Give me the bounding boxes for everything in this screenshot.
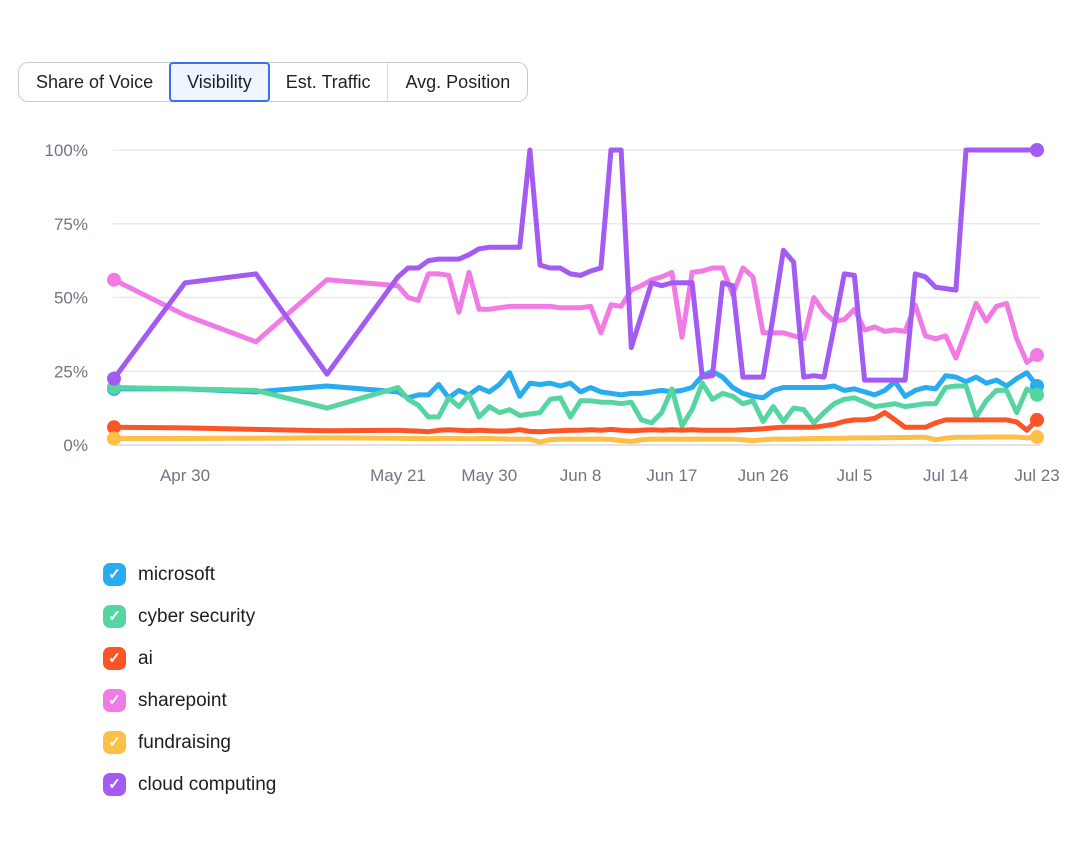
chart-line-cyber-security bbox=[111, 380, 1040, 429]
y-axis-tick-label: 100% bbox=[45, 141, 88, 160]
legend-item-cloud-computing[interactable]: ✓ cloud computing bbox=[103, 773, 276, 796]
chart-start-marker-ai bbox=[107, 420, 121, 435]
y-axis-tick-label: 75% bbox=[54, 215, 88, 234]
legend-item-ai[interactable]: ✓ ai bbox=[103, 647, 276, 670]
y-axis-tick-label: 25% bbox=[54, 362, 88, 381]
x-axis-tick-label: May 21 bbox=[370, 466, 426, 485]
legend-item-label: ai bbox=[138, 647, 153, 669]
chart-end-marker-fundraising bbox=[1030, 430, 1044, 445]
visibility-line-chart: 0% 25% 50% 75% 100% Apr 30 May 21 May 30 Jun 8 Ju… bbox=[45, 141, 1060, 485]
tab-avg-position[interactable]: Avg. Position bbox=[387, 63, 527, 101]
chart-legend: ✓ microsoft ✓ cyber security ✓ ai ✓ sharepoint ✓… bbox=[103, 563, 276, 815]
tab-visibility[interactable]: Visibility bbox=[169, 62, 270, 102]
x-axis-tick-label: Jun 17 bbox=[646, 466, 697, 485]
metric-tabs: Share of Voice Visibility Est. Traffic A… bbox=[18, 62, 529, 102]
chart-start-marker-sharepoint bbox=[107, 272, 121, 287]
x-axis-tick-label: Jun 8 bbox=[560, 466, 602, 485]
x-axis-tick-label: Jun 26 bbox=[738, 466, 789, 485]
legend-item-sharepoint[interactable]: ✓ sharepoint bbox=[103, 689, 276, 712]
tab-share-of-voice[interactable]: Share of Voice bbox=[36, 71, 154, 92]
legend-item-label: sharepoint bbox=[138, 689, 227, 711]
chart-start-marker-fundraising bbox=[107, 431, 121, 446]
y-axis-tick-label: 50% bbox=[54, 289, 88, 308]
chart-end-marker-cyber-security bbox=[1030, 387, 1044, 402]
chart-end-marker-ai bbox=[1030, 412, 1044, 427]
checkbox-checked-icon[interactable]: ✓ bbox=[103, 773, 126, 796]
legend-item-fundraising[interactable]: ✓ fundraising bbox=[103, 731, 276, 754]
x-axis-tick-label: Jul 5 bbox=[836, 466, 872, 485]
checkbox-checked-icon[interactable]: ✓ bbox=[103, 563, 126, 586]
y-axis-tick-label: 0% bbox=[63, 436, 88, 455]
checkbox-checked-icon[interactable]: ✓ bbox=[103, 689, 126, 712]
chart-start-marker-cloud-computing bbox=[107, 371, 121, 386]
legend-item-cyber-security[interactable]: ✓ cyber security bbox=[103, 605, 276, 628]
chart-line-cloud-computing bbox=[111, 147, 1040, 383]
checkbox-checked-icon[interactable]: ✓ bbox=[103, 647, 126, 670]
checkbox-checked-icon[interactable]: ✓ bbox=[103, 731, 126, 754]
chart-end-marker-sharepoint bbox=[1030, 348, 1044, 363]
legend-item-label: cyber security bbox=[138, 605, 256, 627]
tab-est-traffic[interactable]: Est. Traffic bbox=[285, 71, 371, 92]
legend-item-label: cloud computing bbox=[138, 773, 277, 795]
legend-item-label: microsoft bbox=[138, 563, 216, 585]
legend-item-label: fundraising bbox=[138, 731, 231, 753]
chart-line-microsoft bbox=[111, 368, 1040, 401]
checkbox-checked-icon[interactable]: ✓ bbox=[103, 605, 126, 628]
chart-line-sharepoint bbox=[111, 265, 1040, 365]
x-axis-tick-label: Jul 14 bbox=[923, 466, 968, 485]
chart-end-marker-cloud-computing bbox=[1030, 143, 1044, 157]
x-axis-tick-label: May 30 bbox=[461, 466, 517, 485]
x-axis-tick-label: Jul 23 bbox=[1014, 466, 1059, 485]
chart-line-ai bbox=[111, 410, 1040, 435]
x-axis-tick-label: Apr 30 bbox=[160, 466, 210, 485]
legend-item-microsoft[interactable]: ✓ microsoft bbox=[103, 563, 276, 586]
chart-line-fundraising bbox=[111, 434, 1040, 445]
